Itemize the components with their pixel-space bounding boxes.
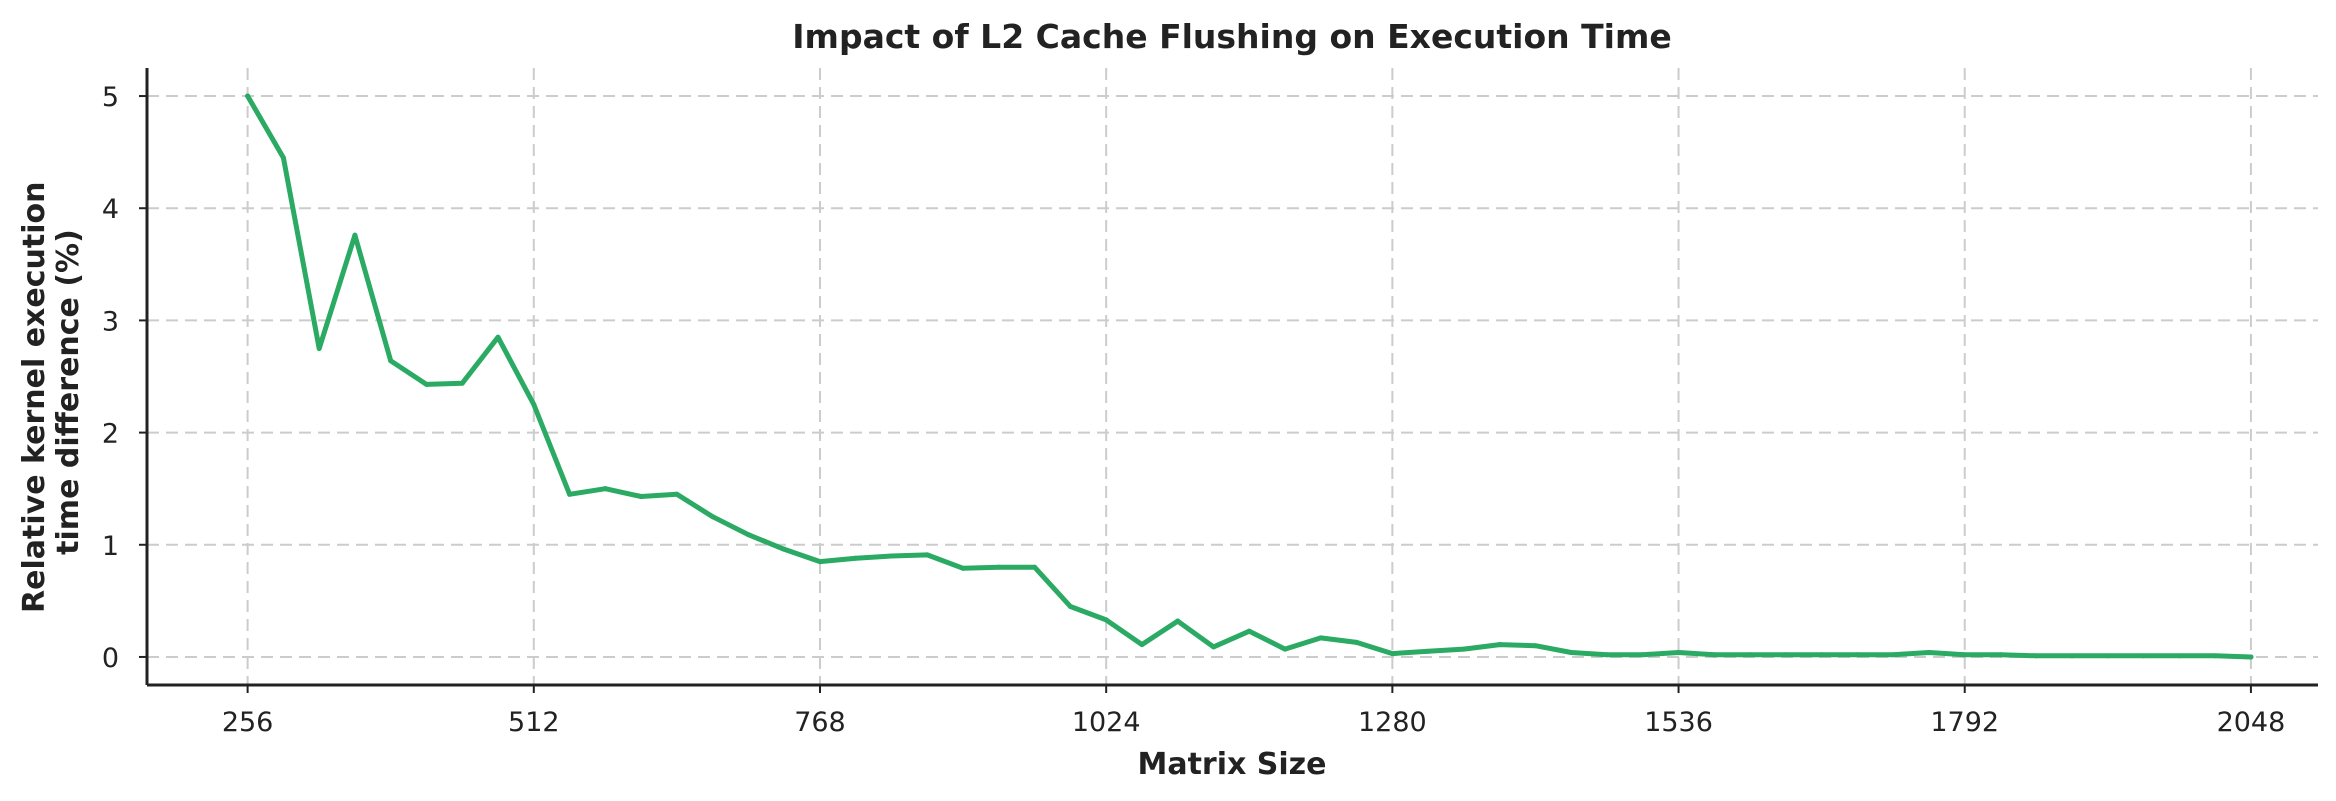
data-point: [710, 514, 716, 520]
grid: [147, 68, 2318, 685]
series-line: [245, 93, 2254, 660]
x-tick-label: 256: [222, 707, 274, 738]
data-point: [245, 93, 251, 99]
series-layer: [245, 93, 2254, 660]
data-point: [674, 491, 680, 497]
data-point: [781, 546, 787, 552]
data-point: [745, 532, 751, 538]
data-point: [2248, 654, 2254, 660]
y-axis-label-line-1: Relative kernel execution: [17, 182, 52, 613]
data-point: [1246, 628, 1252, 634]
data-point: [1497, 642, 1503, 648]
data-point: [352, 232, 358, 238]
data-point: [567, 491, 573, 497]
data-point: [1354, 639, 1360, 645]
data-point: [2141, 653, 2147, 659]
y-tick-label: 2: [102, 419, 119, 450]
data-point: [2212, 653, 2218, 659]
data-point: [459, 380, 465, 386]
data-point: [1676, 649, 1682, 655]
x-axis-label: Matrix Size: [1137, 747, 1326, 782]
y-axis-label-line-2: time difference (%): [51, 229, 86, 555]
data-point: [1962, 652, 1968, 658]
x-tick-label: 2048: [2217, 707, 2286, 738]
data-point: [495, 334, 501, 340]
data-point: [1783, 652, 1789, 658]
data-point: [1890, 652, 1896, 658]
data-point: [817, 559, 823, 565]
data-point: [1389, 651, 1395, 657]
data-point: [1210, 644, 1216, 650]
data-point: [1103, 617, 1109, 623]
y-tick-label: 4: [102, 194, 119, 225]
y-tick-label: 0: [102, 643, 119, 674]
data-point: [960, 565, 966, 571]
y-tick-label: 5: [102, 82, 119, 113]
data-point: [924, 552, 930, 558]
data-point: [1139, 642, 1145, 648]
data-point: [1998, 652, 2004, 658]
x-tick-label: 1024: [1072, 707, 1141, 738]
data-point: [2105, 653, 2111, 659]
data-point: [1461, 646, 1467, 652]
data-point: [1747, 652, 1753, 658]
data-point: [1532, 643, 1538, 649]
data-point: [1711, 652, 1717, 658]
data-point: [388, 358, 394, 364]
data-point: [889, 553, 895, 559]
data-point: [602, 486, 608, 492]
data-point: [853, 555, 859, 561]
data-point: [423, 381, 429, 387]
data-point: [1175, 618, 1181, 624]
y-tick-label: 3: [102, 306, 119, 337]
data-point: [1282, 646, 1288, 652]
data-point: [1819, 652, 1825, 658]
data-point: [1926, 649, 1932, 655]
data-point: [2176, 653, 2182, 659]
data-point: [2033, 653, 2039, 659]
x-tick-label: 768: [794, 707, 846, 738]
data-point: [1604, 652, 1610, 658]
labels: Impact of L2 Cache Flushing on Execution…: [17, 17, 1672, 782]
data-point: [996, 564, 1002, 570]
x-tick-label: 1280: [1358, 707, 1427, 738]
data-point: [1425, 648, 1431, 654]
y-axis-label: Relative kernel execution time differenc…: [17, 171, 86, 613]
data-point: [1568, 649, 1574, 655]
data-point: [316, 345, 322, 351]
data-point: [280, 155, 286, 161]
data-point: [1032, 564, 1038, 570]
data-point: [1640, 652, 1646, 658]
data-point: [638, 494, 644, 500]
chart-title: Impact of L2 Cache Flushing on Execution…: [792, 17, 1671, 56]
axes: 256 512 768 1024 1280 1536 1792 2048 0 1 2 3 4 5: [102, 68, 2318, 738]
data-point: [2069, 653, 2075, 659]
data-point: [1854, 652, 1860, 658]
x-tick-label: 1536: [1644, 707, 1713, 738]
data-point: [531, 402, 537, 408]
x-tick-label: 1792: [1930, 707, 1999, 738]
data-point: [1067, 603, 1073, 609]
y-tick-label: 1: [102, 531, 119, 562]
x-tick-label: 512: [508, 707, 560, 738]
data-point: [1318, 635, 1324, 641]
